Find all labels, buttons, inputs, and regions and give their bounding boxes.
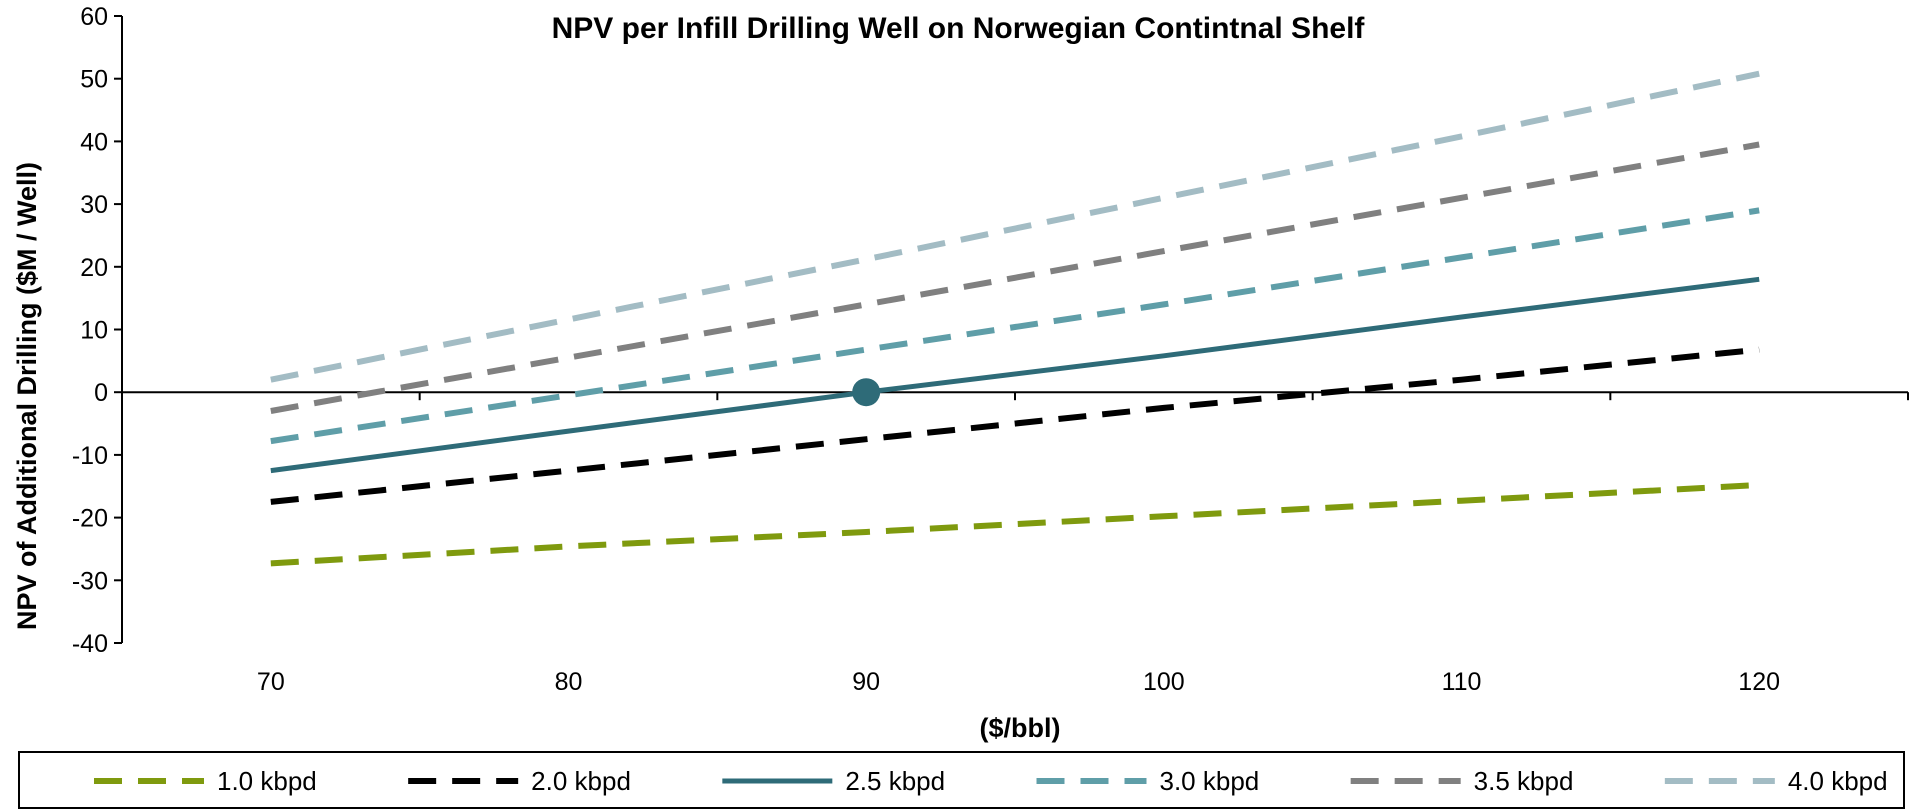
- legend: [18, 751, 1905, 809]
- y-tick-label: 60: [80, 3, 108, 31]
- x-tick-label: 80: [555, 668, 583, 696]
- y-tick-label: 0: [94, 379, 108, 407]
- y-tick-labels: -40 -30 -20 -10 0 10 20 30 40 50 60: [72, 3, 108, 658]
- y-tick-label: 40: [80, 128, 108, 156]
- y-tick-label: 30: [80, 191, 108, 219]
- y-tick-label: 20: [80, 254, 108, 282]
- x-tick-label: 100: [1143, 668, 1185, 696]
- chart-title: NPV per Infill Drilling Well on Norwegia…: [552, 12, 1366, 45]
- legend-items: 1.0 kbpd 2.0 kbpd 2.5 kbpd 3.0 kbpd 3.5 kbpd…: [94, 766, 1888, 796]
- legend-label-2: 2.5 kbpd: [845, 766, 945, 796]
- x-tick-label: 70: [257, 668, 285, 696]
- series-line-5: [270, 70, 1760, 383]
- x-tick-label: 90: [852, 668, 880, 696]
- legend-label-3: 3.0 kbpd: [1160, 766, 1260, 796]
- series-line-2: [270, 276, 1760, 474]
- legend-label-5: 4.0 kbpd: [1788, 766, 1888, 796]
- marker-point: [852, 378, 881, 407]
- series-line-0: [270, 482, 1760, 567]
- x-tick-labels: 70 80 90 100 110 120: [257, 668, 1780, 696]
- x-axis-title: ($/bbl): [980, 713, 1061, 743]
- y-tick-label: -30: [72, 567, 108, 595]
- y-axis-title: NPV of Additional Drilling ($M / Well): [12, 162, 42, 630]
- series-line-1: [270, 346, 1760, 505]
- marker-layer: [852, 378, 881, 407]
- x-tick-label: 110: [1442, 668, 1482, 696]
- x-tick-label: 120: [1738, 668, 1780, 696]
- y-tick-label: 10: [80, 317, 108, 345]
- y-tick-label: -10: [72, 442, 108, 470]
- series-line-4: [270, 141, 1760, 414]
- axes: [114, 15, 1909, 644]
- legend-label-0: 1.0 kbpd: [217, 766, 317, 796]
- legend-label-1: 2.0 kbpd: [531, 766, 631, 796]
- y-tick-label: -20: [72, 505, 108, 533]
- y-tick-label: -40: [72, 630, 108, 658]
- series-lines: [270, 70, 1760, 567]
- series-line-3: [270, 207, 1760, 445]
- legend-label-4: 3.5 kbpd: [1474, 766, 1574, 796]
- y-tick-label: 50: [80, 66, 108, 94]
